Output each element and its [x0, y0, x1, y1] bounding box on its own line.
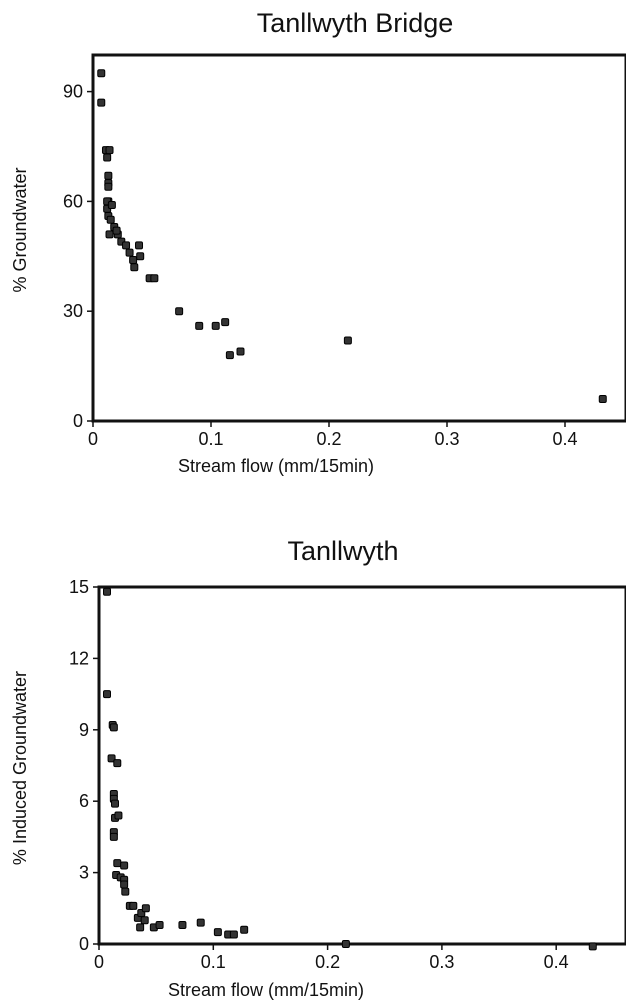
data-point	[129, 255, 138, 264]
data-point	[240, 925, 249, 934]
x-tick-label: 0	[88, 429, 98, 449]
chart-tanllwyth-bridge: Tanllwyth Bridge 0 30 60 90 0 0.1 0.2 0.3 0.4 S…	[10, 8, 626, 476]
chart-2-y-axis: 0 3 6 9 12 15	[69, 577, 99, 954]
data-point	[343, 336, 352, 345]
data-point	[211, 321, 220, 330]
data-point	[136, 923, 145, 932]
y-tick-label: 15	[69, 577, 89, 597]
data-point	[107, 201, 116, 210]
y-tick-label: 90	[63, 82, 83, 102]
data-point	[112, 226, 121, 235]
data-point	[213, 928, 222, 937]
chart-1-title: Tanllwyth Bridge	[257, 8, 454, 38]
chart-1-plot-frame	[91, 53, 626, 423]
x-tick-label: 0.3	[429, 952, 454, 972]
data-point	[130, 263, 139, 272]
chart-2-title: Tanllwyth	[287, 536, 398, 566]
y-tick-label: 0	[73, 411, 83, 431]
data-point	[105, 146, 114, 155]
y-tick-label: 0	[79, 934, 89, 954]
chart-2-points	[103, 587, 597, 951]
data-point	[113, 759, 122, 768]
data-point	[97, 69, 106, 78]
data-point	[175, 307, 184, 316]
data-point	[135, 241, 144, 250]
x-tick-label: 0.1	[201, 952, 226, 972]
data-point	[129, 901, 138, 910]
x-tick-label: 0.1	[198, 429, 223, 449]
chart-1-y-axis-label: % Groundwater	[10, 167, 30, 292]
chart-tanllwyth: Tanllwyth 0 3 6 9 12 15 0 0.1 0.2 0.3 0.4 Stream …	[10, 536, 626, 1000]
data-point	[150, 274, 159, 283]
chart-2-plot-frame	[97, 585, 626, 946]
data-point	[114, 811, 123, 820]
data-point	[97, 98, 106, 107]
data-point	[229, 930, 238, 939]
data-point	[120, 880, 129, 889]
data-point	[113, 859, 122, 868]
y-tick-label: 3	[79, 863, 89, 883]
data-point	[588, 942, 597, 951]
x-tick-label: 0	[94, 952, 104, 972]
data-point	[107, 754, 116, 763]
x-tick-label: 0.4	[552, 429, 577, 449]
data-point	[178, 920, 187, 929]
data-point	[125, 248, 134, 257]
x-tick-label: 0.4	[544, 952, 569, 972]
data-point	[195, 321, 204, 330]
data-point	[121, 887, 130, 896]
chart-1-points	[97, 69, 607, 404]
data-point	[196, 918, 205, 927]
chart-2-x-axis-label: Stream flow (mm/15min)	[168, 980, 364, 1000]
data-point	[122, 241, 131, 250]
data-point	[103, 153, 112, 162]
x-tick-label: 0.2	[316, 429, 341, 449]
data-point	[155, 920, 164, 929]
data-point	[105, 230, 114, 239]
data-point	[106, 215, 115, 224]
y-tick-label: 60	[63, 191, 83, 211]
data-point	[120, 861, 129, 870]
x-tick-label: 0.2	[315, 952, 340, 972]
y-tick-label: 9	[79, 720, 89, 740]
x-tick-label: 0.3	[434, 429, 459, 449]
data-point	[236, 347, 245, 356]
data-point	[103, 690, 112, 699]
y-tick-label: 12	[69, 648, 89, 668]
data-point	[221, 318, 230, 327]
data-point	[598, 395, 607, 404]
data-point	[136, 252, 145, 261]
data-point	[104, 182, 113, 191]
data-point	[103, 587, 112, 596]
y-tick-label: 6	[79, 791, 89, 811]
chart-1-x-axis-label: Stream flow (mm/15min)	[178, 456, 374, 476]
chart-1-x-axis: 0 0.1 0.2 0.3 0.4	[88, 421, 578, 449]
data-point	[109, 832, 118, 841]
chart-1-y-axis: 0 30 60 90	[63, 82, 93, 431]
data-point	[140, 916, 149, 925]
data-point	[104, 171, 113, 180]
chart-2-y-axis-label: % Induced Groundwater	[10, 671, 30, 865]
data-point	[341, 940, 350, 948]
y-tick-label: 30	[63, 301, 83, 321]
data-point	[141, 904, 150, 913]
data-point	[111, 799, 120, 808]
chart-2-x-axis: 0 0.1 0.2 0.3 0.4	[94, 944, 569, 972]
data-point	[225, 351, 234, 360]
data-point	[109, 723, 118, 732]
